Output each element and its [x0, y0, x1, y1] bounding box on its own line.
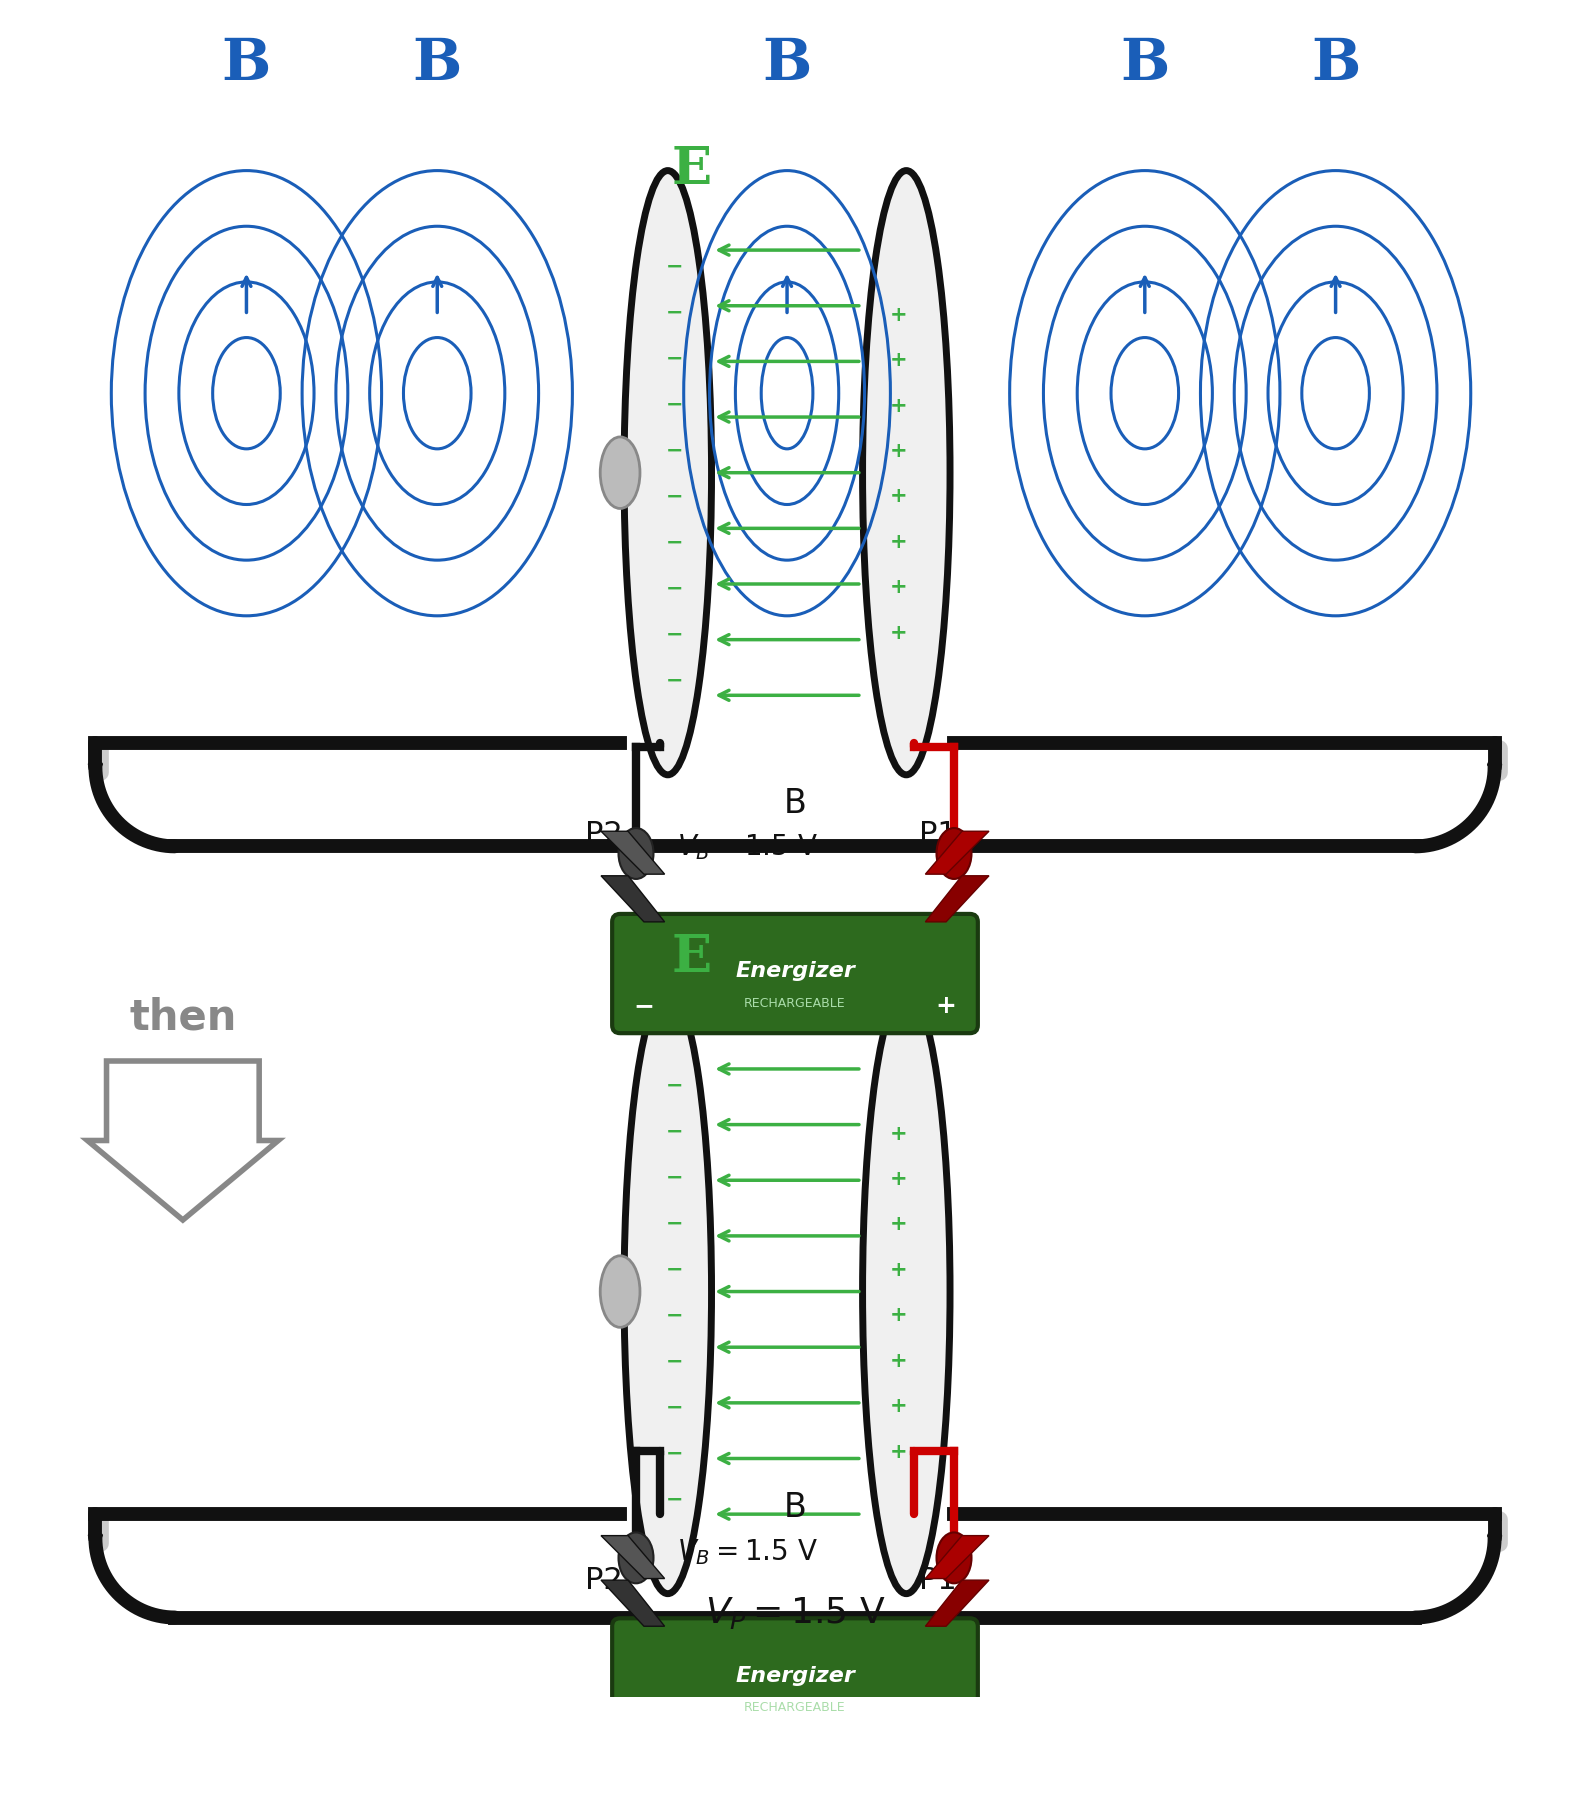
Polygon shape: [925, 875, 989, 922]
Text: RECHARGEABLE: RECHARGEABLE: [744, 996, 846, 1009]
Text: −: −: [665, 1397, 684, 1417]
Text: −: −: [665, 440, 684, 460]
Text: −: −: [665, 1076, 684, 1096]
Text: −: −: [665, 1305, 684, 1325]
Text: −: −: [665, 532, 684, 552]
Text: −: −: [633, 995, 655, 1018]
Text: B: B: [784, 787, 806, 819]
Text: +: +: [889, 1168, 908, 1188]
Text: RECHARGEABLE: RECHARGEABLE: [744, 1700, 846, 1713]
Text: +: +: [889, 395, 908, 415]
Ellipse shape: [862, 171, 949, 776]
Text: P2: P2: [585, 819, 623, 848]
Text: E: E: [671, 931, 712, 982]
Text: B: B: [1310, 36, 1361, 92]
Text: +: +: [889, 1395, 908, 1415]
Text: +: +: [889, 623, 908, 643]
Text: +: +: [889, 305, 908, 325]
Text: −: −: [665, 1350, 684, 1370]
Text: P1: P1: [919, 819, 957, 848]
Ellipse shape: [619, 1532, 653, 1583]
Text: −: −: [665, 348, 684, 368]
Ellipse shape: [623, 171, 711, 776]
Text: +: +: [889, 486, 908, 505]
Polygon shape: [925, 1579, 989, 1626]
Text: B: B: [784, 1491, 806, 1523]
Ellipse shape: [937, 1532, 971, 1583]
Text: +: +: [935, 1699, 957, 1722]
Text: −: −: [665, 256, 684, 276]
Text: Energizer: Energizer: [735, 960, 855, 980]
Text: −: −: [665, 1489, 684, 1509]
Text: −: −: [665, 578, 684, 597]
Text: B: B: [762, 36, 812, 92]
Ellipse shape: [601, 437, 639, 509]
Text: +: +: [889, 1260, 908, 1280]
Text: B: B: [1119, 36, 1170, 92]
Ellipse shape: [623, 989, 711, 1594]
Text: P1: P1: [919, 1565, 957, 1594]
Text: +: +: [889, 578, 908, 597]
Text: −: −: [665, 625, 684, 644]
Text: +: +: [889, 350, 908, 370]
Text: +: +: [889, 1213, 908, 1235]
Text: B: B: [221, 36, 272, 92]
Text: +: +: [889, 1123, 908, 1143]
Text: B: B: [412, 36, 463, 92]
FancyBboxPatch shape: [612, 1619, 978, 1738]
Text: E: E: [671, 144, 712, 195]
Text: +: +: [889, 1350, 908, 1370]
Text: +: +: [889, 440, 908, 460]
Polygon shape: [925, 832, 989, 875]
Text: then: then: [129, 996, 237, 1038]
Text: $V_B = 1.5$ V: $V_B = 1.5$ V: [677, 1536, 817, 1567]
Text: −: −: [665, 1213, 684, 1233]
Polygon shape: [601, 1536, 665, 1579]
Text: +: +: [889, 1305, 908, 1325]
Text: P2: P2: [585, 1565, 623, 1594]
Text: −: −: [665, 1442, 684, 1462]
Ellipse shape: [601, 1256, 639, 1328]
Polygon shape: [601, 832, 665, 875]
Text: −: −: [665, 1168, 684, 1188]
Polygon shape: [601, 875, 665, 922]
FancyBboxPatch shape: [612, 915, 978, 1034]
Text: −: −: [665, 670, 684, 690]
Text: −: −: [633, 1699, 655, 1722]
Text: +: +: [889, 531, 908, 552]
Text: Energizer: Energizer: [735, 1664, 855, 1684]
Text: −: −: [665, 1258, 684, 1280]
Polygon shape: [925, 1536, 989, 1579]
Text: −: −: [665, 1121, 684, 1141]
Polygon shape: [87, 1061, 278, 1220]
Text: −: −: [665, 486, 684, 507]
Ellipse shape: [619, 828, 653, 879]
Polygon shape: [601, 1579, 665, 1626]
Text: $V_B = 1.5$ V: $V_B = 1.5$ V: [677, 832, 817, 863]
Text: −: −: [665, 395, 684, 415]
Text: −: −: [665, 303, 684, 323]
Ellipse shape: [937, 828, 971, 879]
Text: +: +: [889, 1440, 908, 1460]
Text: $V_P = 1.5$ V: $V_P = 1.5$ V: [704, 1594, 886, 1630]
Ellipse shape: [862, 989, 949, 1594]
Text: +: +: [935, 995, 957, 1018]
